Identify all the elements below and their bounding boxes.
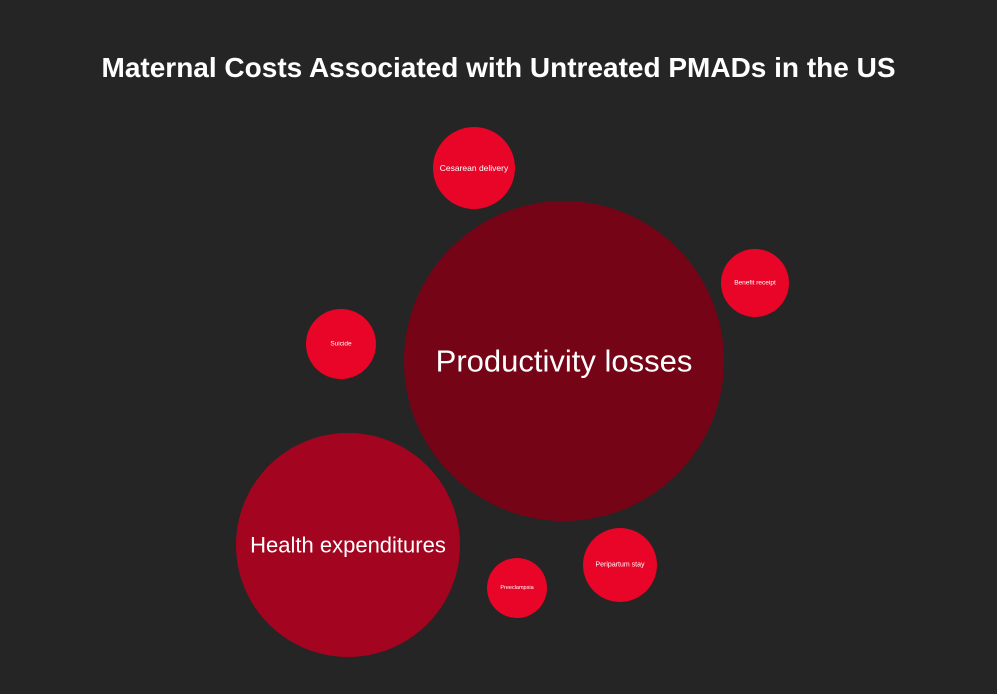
bubble-circle-peripartum-stay xyxy=(583,528,657,602)
chart-title: Maternal Costs Associated with Untreated… xyxy=(101,52,896,83)
bubble-health-expenditures: Health expenditures xyxy=(236,433,460,657)
bubble-suicide: Suicide xyxy=(306,309,376,379)
bubble-preeclampsia: Preeclampsia xyxy=(487,558,547,618)
bubble-circle-suicide xyxy=(306,309,376,379)
bubble-benefit-receipt: Benefit receipt xyxy=(721,249,789,317)
bubble-peripartum-stay: Peripartum stay xyxy=(583,528,657,602)
bubble-circle-health-expenditures xyxy=(236,433,460,657)
bubble-cesarean-delivery: Cesarean delivery xyxy=(433,127,515,209)
bubble-label-preeclampsia: Preeclampsia xyxy=(500,585,534,591)
bubble-circle-benefit-receipt xyxy=(721,249,789,317)
bubble-label-peripartum-stay: Peripartum stay xyxy=(595,562,645,569)
bubble-label-suicide: Suicide xyxy=(330,341,352,348)
bubble-productivity-losses: Productivity losses xyxy=(404,201,724,521)
bubble-circle-preeclampsia xyxy=(487,558,547,618)
bubble-circle-cesarean-delivery xyxy=(433,127,515,209)
bubble-circle-productivity-losses xyxy=(404,201,724,521)
bubble-label-cesarean-delivery: Cesarean delivery xyxy=(440,163,509,173)
bubble-label-health-expenditures: Health expenditures xyxy=(250,533,446,558)
bubble-label-productivity-losses: Productivity losses xyxy=(436,344,693,379)
bubble-label-benefit-receipt: Benefit receipt xyxy=(734,280,776,287)
